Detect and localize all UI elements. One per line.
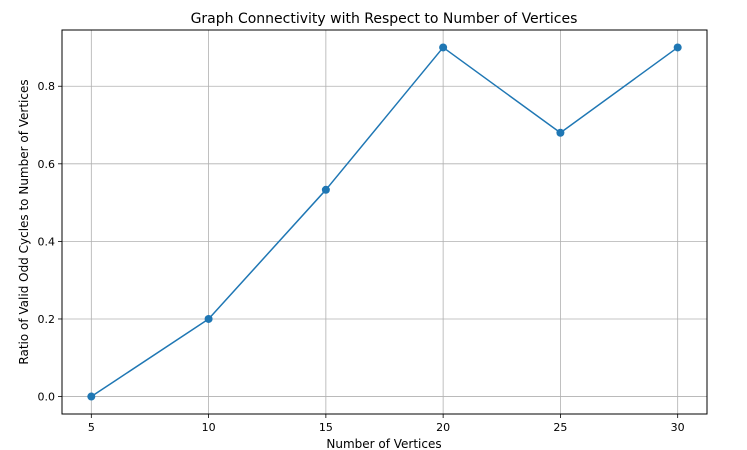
data-point (204, 314, 213, 323)
x-tick-label: 25 (553, 421, 567, 434)
grid (62, 30, 707, 414)
series-line (90, 46, 679, 398)
y-tick-label: 0.6 (38, 158, 56, 171)
plot-frame (61, 29, 708, 415)
data-point (556, 128, 565, 137)
y-tick-label: 0.4 (38, 235, 56, 248)
data-point (439, 43, 448, 52)
y-axis-label: Ratio of Valid Odd Cycles to Number of V… (17, 79, 31, 364)
series-layer (87, 43, 682, 401)
data-point (321, 185, 330, 194)
x-tick-label: 10 (202, 421, 216, 434)
chart-title: Graph Connectivity with Respect to Numbe… (191, 11, 578, 27)
y-tick-label: 0.2 (38, 313, 56, 326)
data-point (87, 392, 96, 401)
x-axis-label: Number of Vertices (326, 437, 441, 450)
x-axis-ticks: 5 10 15 20 25 30 (88, 414, 685, 434)
y-tick-label: 0.0 (38, 391, 56, 404)
y-axis-ticks: 0.0 0.2 0.4 0.6 0.8 (38, 80, 62, 404)
y-tick-label: 0.8 (38, 80, 56, 93)
x-tick-label: 5 (88, 421, 95, 434)
data-point (673, 43, 682, 52)
x-tick-label: 30 (671, 421, 685, 434)
x-tick-label: 15 (319, 421, 333, 434)
x-tick-label: 20 (436, 421, 450, 434)
